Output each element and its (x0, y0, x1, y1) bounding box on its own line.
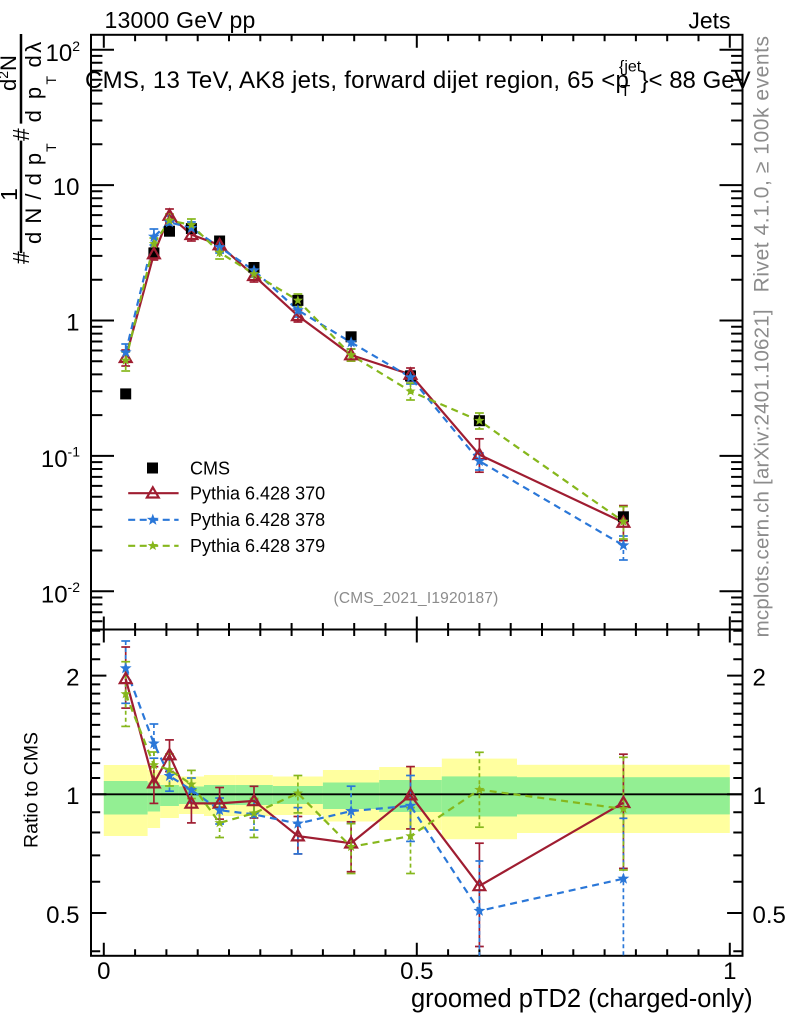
svg-text:1: 1 (723, 958, 736, 985)
svg-text:0.5: 0.5 (753, 902, 786, 929)
svg-text:10-1: 10-1 (41, 444, 80, 473)
svg-text:#: # (8, 128, 34, 141)
svg-text:T: T (621, 83, 631, 100)
svg-text:0.5: 0.5 (400, 958, 433, 985)
svg-text:}< 88 GeV: }< 88 GeV (641, 67, 751, 94)
svg-text:Pythia 6.428 378: Pythia 6.428 378 (190, 510, 325, 530)
svg-text:2: 2 (66, 664, 79, 691)
svg-text:Pythia 6.428 370: Pythia 6.428 370 (190, 484, 325, 504)
svg-text:1: 1 (753, 783, 766, 810)
svg-text:13000 GeV pp: 13000 GeV pp (105, 7, 256, 33)
svg-text:Rivet 4.1.0, ≥ 100k events: Rivet 4.1.0, ≥ 100k events (751, 35, 774, 292)
svg-text:Ratio to CMS: Ratio to CMS (21, 732, 43, 848)
svg-text:1: 1 (66, 309, 79, 336)
svg-text:1: 1 (66, 783, 79, 810)
svg-text:Pythia 6.428 379: Pythia 6.428 379 (190, 536, 325, 556)
svg-text:#: # (8, 251, 34, 264)
svg-text:CMS: CMS (190, 458, 230, 478)
svg-text:d2N: d2N (0, 55, 21, 91)
svg-text:Jets: Jets (688, 8, 730, 34)
svg-text:groomed pTD2 (charged-only): groomed pTD2 (charged-only) (411, 985, 753, 1013)
svg-text:0.5: 0.5 (46, 902, 79, 929)
svg-text:(CMS_2021_I1920187): (CMS_2021_I1920187) (334, 590, 499, 607)
svg-text:{jet: {jet (619, 59, 642, 76)
svg-text:1: 1 (0, 188, 22, 201)
svg-text:2: 2 (753, 664, 766, 691)
svg-text:CMS, 13 TeV, AK8 jets, forward: CMS, 13 TeV, AK8 jets, forward dijet reg… (85, 67, 629, 94)
svg-text:0: 0 (97, 958, 110, 985)
svg-text:10: 10 (53, 174, 80, 201)
svg-text:mcplots.cern.ch [arXiv:2401.10: mcplots.cern.ch [arXiv:2401.10621] (751, 309, 774, 637)
